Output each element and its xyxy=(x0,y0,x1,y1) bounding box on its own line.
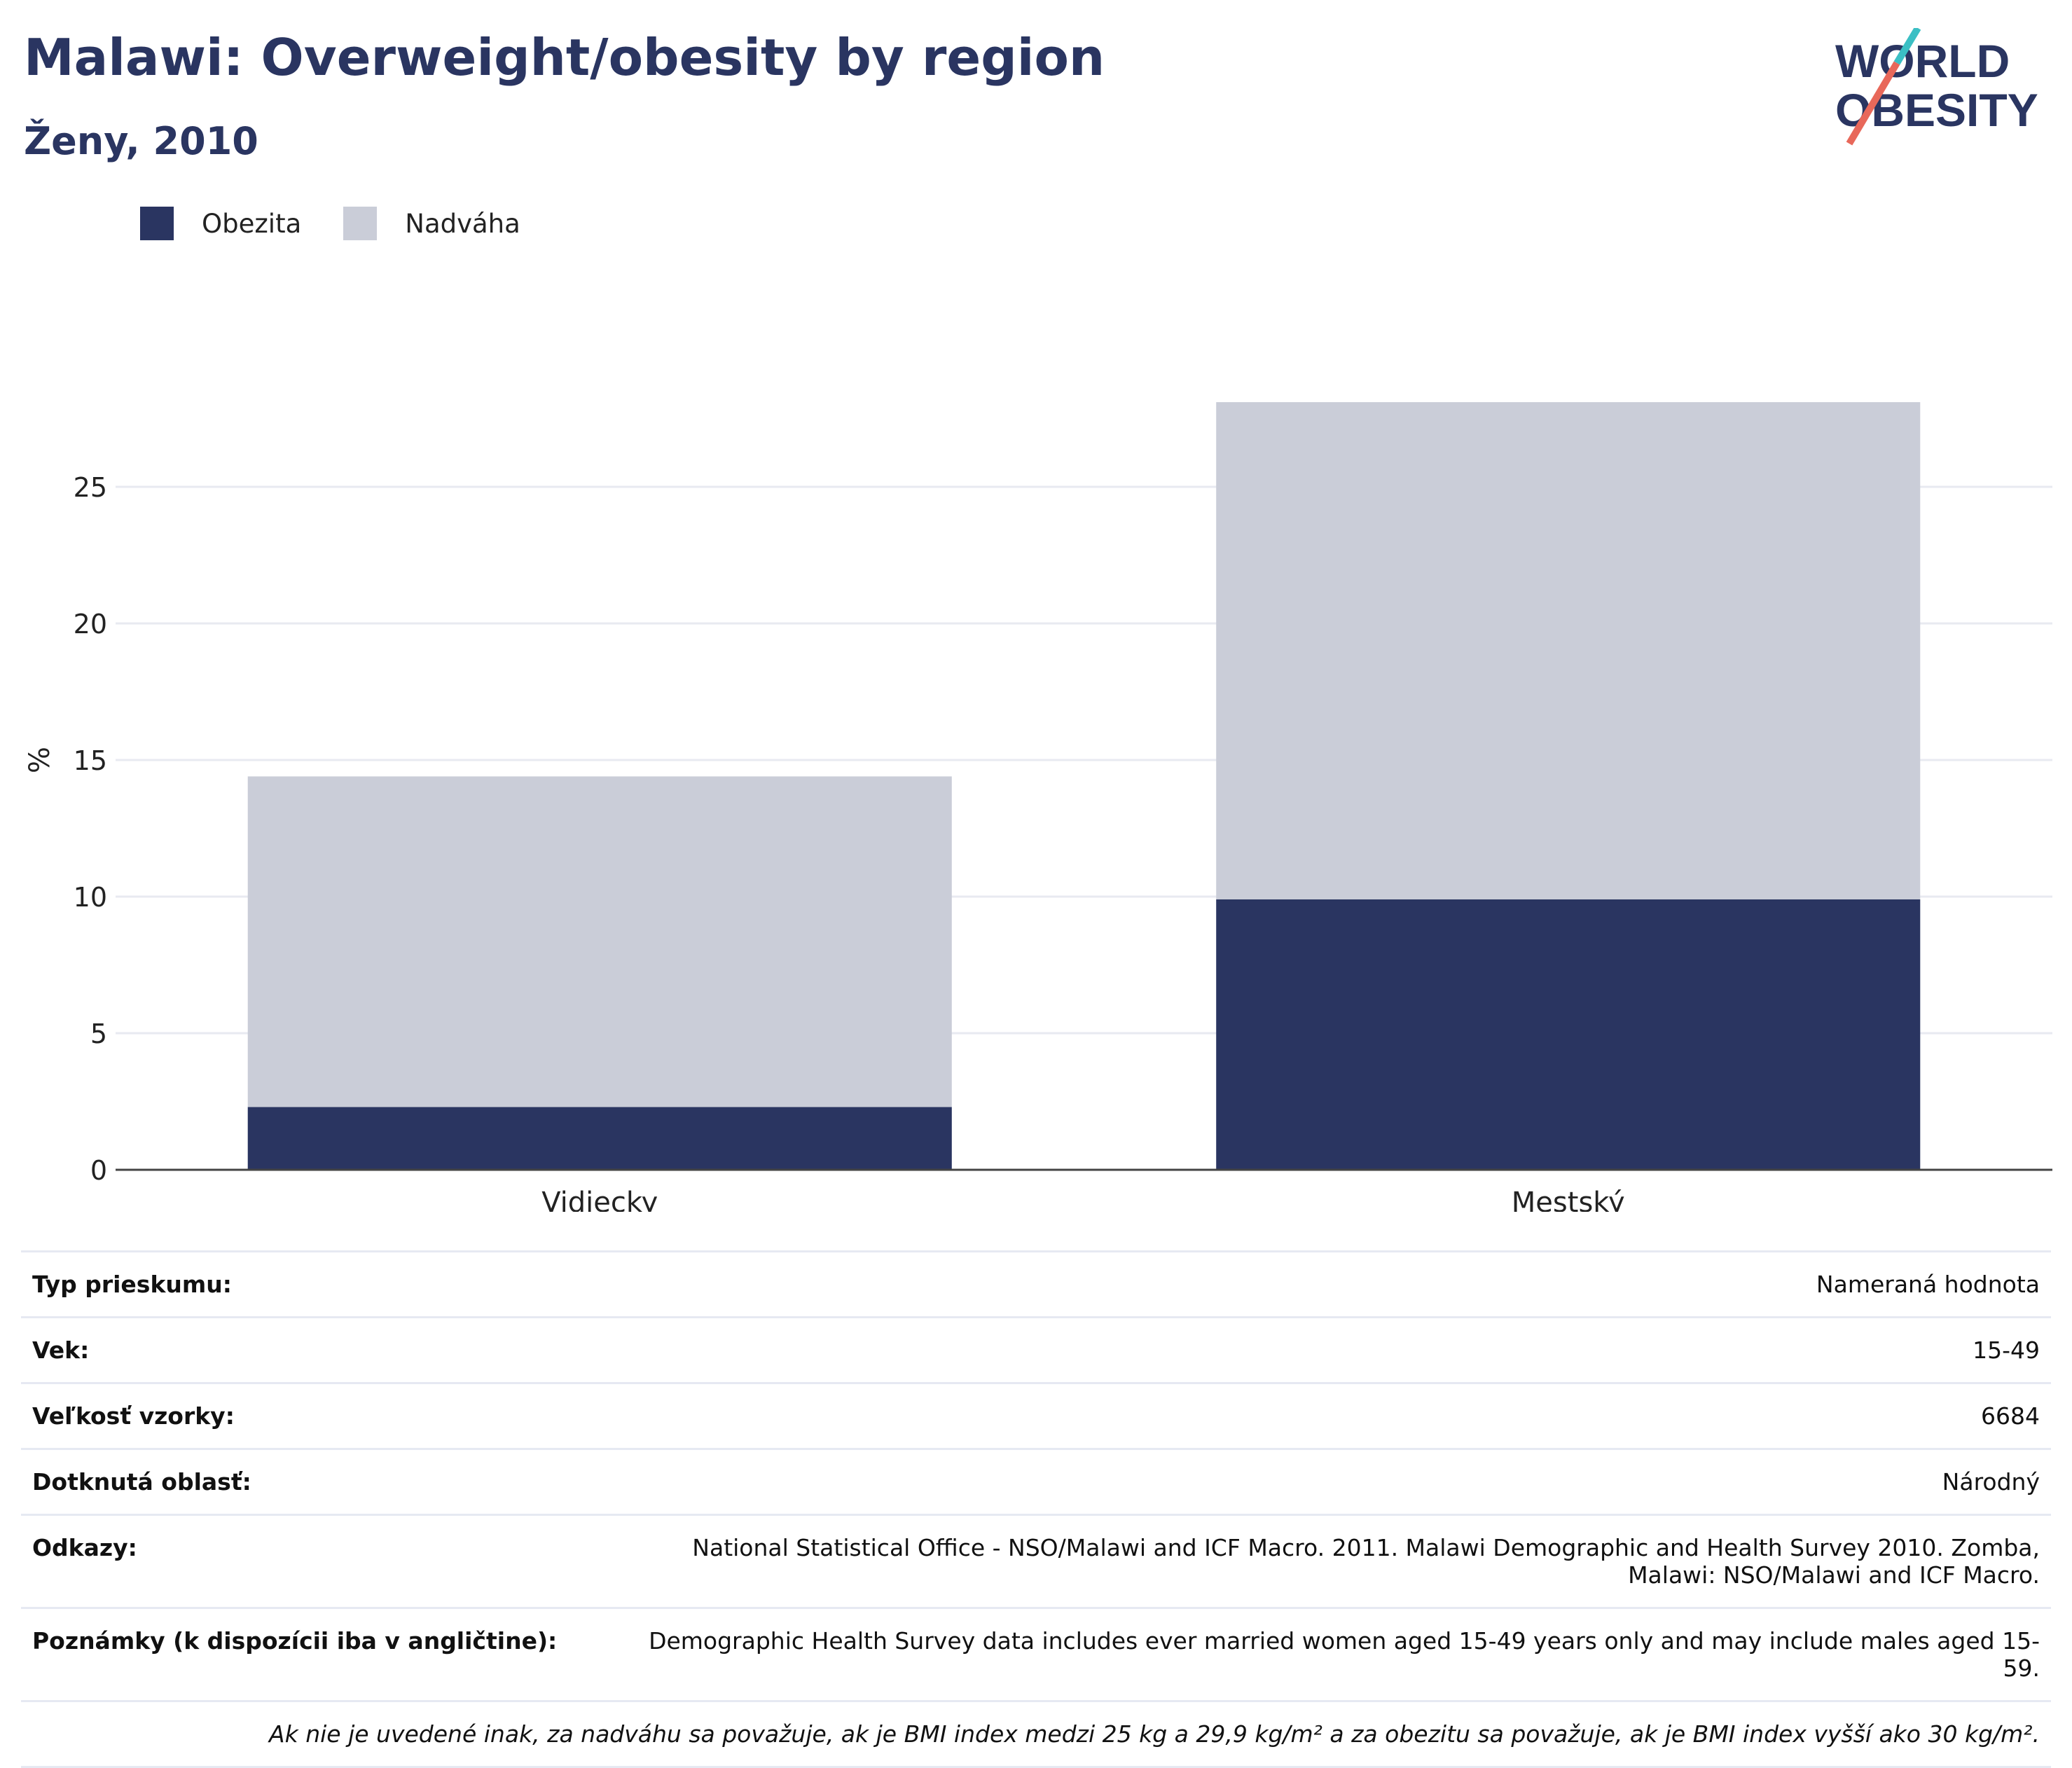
y-tick-label: 20 xyxy=(74,609,107,640)
info-row-notes: Poznámky (k dispozícii iba v angličtine)… xyxy=(21,1607,2051,1700)
legend-label-obezita: Obezita xyxy=(202,208,302,239)
info-row-references: Odkazy: National Statistical Office - NS… xyxy=(21,1514,2051,1607)
legend-item-obezita[interactable]: Obezita xyxy=(140,207,301,240)
chart-title: Malawi: Overweight/obesity by region xyxy=(24,28,1105,87)
info-value: Demographic Health Survey data includes … xyxy=(649,1627,2040,1682)
bar-obezita-vidiecky xyxy=(247,1107,952,1170)
stacked-bar-chart: 0 5 10 15 20 25% Vidiecky Mestský xyxy=(24,402,2052,1212)
bar-nadváha-vidiecky xyxy=(247,776,952,1107)
legend-swatch-obezita xyxy=(140,207,174,240)
info-label: Vek: xyxy=(32,1337,90,1364)
info-label: Typ prieskumu: xyxy=(32,1271,232,1298)
y-tick-label: 10 xyxy=(74,882,107,913)
info-label: Veľkosť vzorky: xyxy=(32,1402,235,1430)
logo-text-world: WORLD xyxy=(1835,35,2010,87)
legend-label-nadvaha: Nadváha xyxy=(405,208,520,239)
legend-swatch-nadvaha xyxy=(343,207,378,240)
y-tick-label: 25 xyxy=(74,472,107,503)
footnote-text: Ak nie je uvedené inak, za nadváhu sa po… xyxy=(269,1720,2040,1748)
info-table: Typ prieskumu: Nameraná hodnota Vek: 15-… xyxy=(21,1250,2051,1768)
info-row-area: Dotknutá oblasť: Národný xyxy=(21,1448,2051,1514)
info-value: 15-49 xyxy=(1973,1337,2040,1364)
x-tick-label: Mestský xyxy=(1512,1187,1625,1212)
bar-obezita-mestský xyxy=(1216,899,1921,1170)
info-label: Poznámky (k dispozícii iba v angličtine)… xyxy=(32,1627,558,1655)
info-label: Odkazy: xyxy=(32,1534,137,1561)
chart-subtitle: Ženy, 2010 xyxy=(24,119,258,163)
logo-slash-red xyxy=(1846,61,1900,146)
x-tick-label: Vidiecky xyxy=(541,1187,658,1212)
y-tick-label: 0 xyxy=(90,1155,107,1186)
info-value: Národný xyxy=(1942,1468,2040,1496)
world-obesity-logo: WORLD OBESITY xyxy=(1835,28,2038,146)
info-value: National Statistical Office - NSO/Malawi… xyxy=(692,1534,2040,1589)
chart-legend: Obezita Nadváha xyxy=(140,207,562,240)
info-row-sample-size: Veľkosť vzorky: 6684 xyxy=(21,1382,2051,1448)
legend-item-nadvaha[interactable]: Nadváha xyxy=(343,207,520,240)
info-row-footnote: Ak nie je uvedené inak, za nadváhu sa po… xyxy=(21,1700,2051,1768)
info-row-survey-type: Typ prieskumu: Nameraná hodnota xyxy=(21,1250,2051,1316)
logo-slash-teal xyxy=(1893,28,1921,65)
info-value: Nameraná hodnota xyxy=(1816,1271,2040,1298)
info-row-age: Vek: 15-49 xyxy=(21,1316,2051,1382)
info-value: 6684 xyxy=(1981,1402,2040,1430)
y-axis-label: % xyxy=(24,747,56,773)
info-label: Dotknutá oblasť: xyxy=(32,1468,251,1496)
y-tick-label: 15 xyxy=(74,745,107,776)
y-tick-label: 5 xyxy=(90,1018,107,1049)
bar-nadváha-mestský xyxy=(1216,402,1921,899)
